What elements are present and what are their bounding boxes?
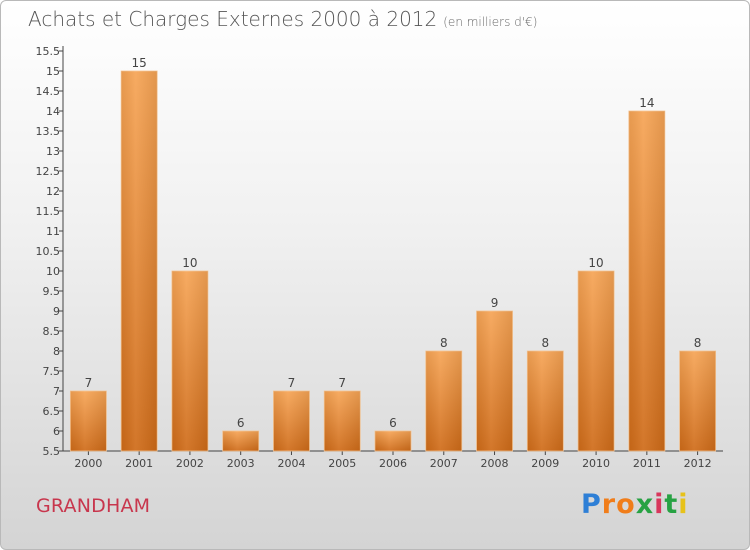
y-tick-label: 13.5 bbox=[36, 125, 61, 138]
data-label: 9 bbox=[491, 296, 499, 310]
data-label: 15 bbox=[132, 56, 147, 70]
data-label: 10 bbox=[182, 256, 197, 270]
y-tick-label: 9 bbox=[53, 305, 60, 318]
bar-shade bbox=[324, 391, 361, 451]
bar-shade bbox=[171, 271, 208, 451]
y-tick-label: 9.5 bbox=[43, 285, 61, 298]
y-tick-label: 13 bbox=[46, 145, 60, 158]
x-tick-label: 2003 bbox=[227, 457, 255, 470]
data-label: 8 bbox=[541, 336, 549, 350]
x-tick-label: 2004 bbox=[277, 457, 305, 470]
y-tick-label: 6 bbox=[53, 425, 60, 438]
x-tick-label: 2006 bbox=[379, 457, 407, 470]
y-tick-label: 7 bbox=[53, 385, 60, 398]
x-tick-label: 2011 bbox=[633, 457, 661, 470]
y-tick-label: 6.5 bbox=[43, 405, 61, 418]
data-label: 7 bbox=[85, 376, 93, 390]
x-tick-label: 2010 bbox=[582, 457, 610, 470]
logo-letter: x bbox=[635, 489, 655, 520]
bar-shade bbox=[578, 271, 615, 451]
y-tick-label: 11 bbox=[46, 225, 60, 238]
data-label: 7 bbox=[288, 376, 296, 390]
data-label: 8 bbox=[440, 336, 448, 350]
axes: 5.5 6 6.5 7 7.5 8 8.5 9 9.5 10 10.5 11 11.5 12 12.5 13 1… bbox=[36, 45, 723, 470]
logo-letter: P bbox=[581, 489, 602, 520]
y-tick-label: 11.5 bbox=[36, 205, 61, 218]
logo-letter: o bbox=[616, 489, 636, 520]
logo-letter: i bbox=[678, 489, 689, 520]
chart-title: Achats et Charges Externes 2000 à 2012 (e… bbox=[28, 7, 537, 31]
data-label: 8 bbox=[694, 336, 702, 350]
proxiti-logo: Proxiti bbox=[581, 489, 689, 520]
y-tick-label: 5.5 bbox=[43, 445, 61, 458]
y-tick-label: 12.5 bbox=[36, 165, 61, 178]
x-tick-label: 2005 bbox=[328, 457, 356, 470]
bar-shade bbox=[628, 111, 665, 451]
bar-shade bbox=[375, 431, 411, 451]
y-tick-label: 10 bbox=[46, 265, 60, 278]
bar-shade bbox=[273, 391, 310, 451]
bar-shade bbox=[121, 71, 158, 451]
x-tick-label: 2000 bbox=[74, 457, 102, 470]
logo-letter: i bbox=[654, 489, 665, 520]
x-tick-label: 2008 bbox=[481, 457, 509, 470]
y-tick-label: 14.5 bbox=[36, 85, 61, 98]
bar-shade bbox=[679, 351, 716, 451]
y-tick-label: 10.5 bbox=[36, 245, 61, 258]
y-tick-label: 8.5 bbox=[43, 325, 61, 338]
bars bbox=[69, 70, 717, 452]
place-name: GRANDHAM bbox=[36, 495, 151, 517]
data-label: 6 bbox=[237, 416, 245, 430]
bar-shade bbox=[222, 431, 259, 451]
x-tick-label: 2012 bbox=[684, 457, 712, 470]
y-tick-label: 14 bbox=[46, 105, 60, 118]
chart-title-text: Achats et Charges Externes 2000 à 2012 bbox=[28, 7, 438, 31]
logo-letter: t bbox=[664, 489, 679, 520]
bar-shade bbox=[70, 391, 107, 451]
bar-shade bbox=[425, 351, 462, 451]
y-tick-label: 15.5 bbox=[36, 45, 61, 58]
x-tick-label: 2009 bbox=[531, 457, 559, 470]
data-label: 14 bbox=[639, 96, 654, 110]
y-tick-label: 12 bbox=[46, 185, 60, 198]
x-tick-label: 2001 bbox=[125, 457, 153, 470]
x-tick-label: 2007 bbox=[430, 457, 458, 470]
data-label: 6 bbox=[389, 416, 397, 430]
y-tick-label: 15 bbox=[46, 65, 60, 78]
bar-shade bbox=[476, 311, 513, 451]
chart-subtitle: (en milliers d'€) bbox=[443, 15, 538, 29]
logo-letter: r bbox=[601, 489, 617, 520]
y-tick-label: 7.5 bbox=[43, 365, 61, 378]
value-labels: 7 15 10 6 7 7 6 8 9 8 10 14 8 bbox=[85, 56, 702, 430]
y-tick-label: 8 bbox=[53, 345, 60, 358]
data-label: 10 bbox=[588, 256, 603, 270]
bar-shade bbox=[527, 351, 564, 451]
x-tick-label: 2002 bbox=[176, 457, 204, 470]
data-label: 7 bbox=[338, 376, 346, 390]
